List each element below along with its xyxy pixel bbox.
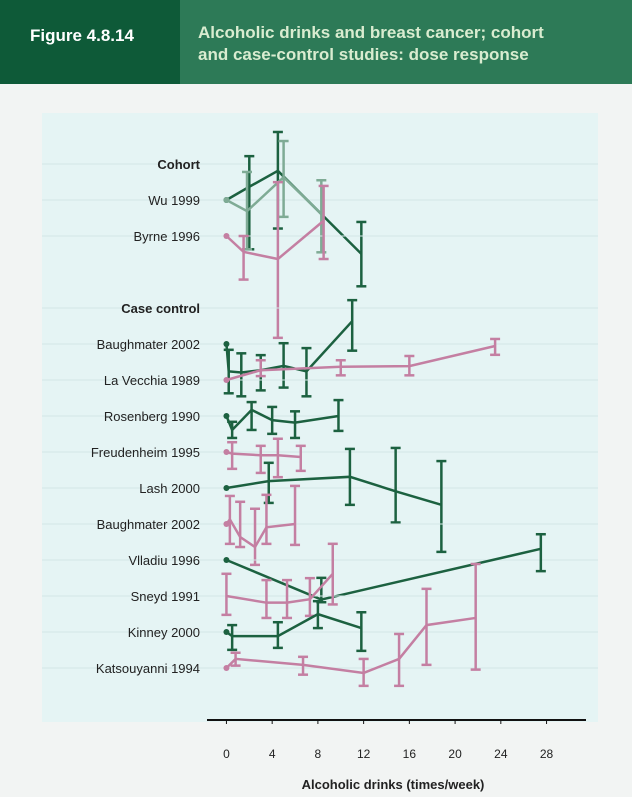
error-bar bbox=[335, 359, 346, 377]
reference-point bbox=[223, 629, 230, 635]
group-label: Cohort bbox=[157, 157, 200, 172]
study-label: Wu 1999 bbox=[148, 193, 200, 208]
error-bar bbox=[267, 405, 278, 436]
error-bar bbox=[318, 184, 329, 261]
error-bar bbox=[224, 494, 235, 546]
x-tick-label: 28 bbox=[540, 747, 554, 761]
error-bar bbox=[535, 532, 546, 573]
x-tick-label: 4 bbox=[269, 747, 276, 761]
study-label: La Vecchia 1989 bbox=[104, 373, 200, 388]
group-label: Case control bbox=[121, 301, 200, 316]
reference-point bbox=[223, 377, 230, 383]
x-axis-title: Alcoholic drinks (times/week) bbox=[302, 777, 485, 792]
reference-point bbox=[223, 557, 230, 563]
error-bar bbox=[436, 459, 447, 554]
plot-area bbox=[42, 113, 598, 722]
error-bar bbox=[272, 437, 283, 479]
study-label: Kinney 2000 bbox=[128, 625, 200, 640]
reference-point bbox=[223, 485, 230, 491]
reference-point bbox=[223, 341, 230, 347]
error-bar bbox=[298, 655, 309, 676]
error-bar bbox=[235, 500, 246, 549]
error-bar bbox=[356, 611, 367, 653]
dose-line bbox=[225, 175, 323, 215]
study-label: Freudenheim 1995 bbox=[91, 445, 200, 460]
figure-label: Figure 4.8.14 bbox=[30, 26, 134, 45]
error-bar bbox=[290, 410, 301, 440]
reference-point bbox=[223, 197, 230, 203]
study-label: Baughmater 2002 bbox=[97, 517, 200, 532]
error-bar bbox=[490, 337, 501, 357]
study-label: Vlladiu 1996 bbox=[128, 553, 200, 568]
error-bar bbox=[282, 578, 293, 620]
error-bar bbox=[227, 623, 238, 652]
x-tick-label: 12 bbox=[357, 747, 371, 761]
error-bar bbox=[347, 298, 358, 352]
error-bar bbox=[470, 562, 481, 671]
study-label: Sneyd 1991 bbox=[131, 589, 200, 604]
reference-point bbox=[223, 233, 230, 239]
reference-point bbox=[223, 413, 230, 419]
error-bar bbox=[261, 578, 272, 620]
title-box bbox=[180, 0, 632, 84]
study-label: Byrne 1996 bbox=[134, 229, 201, 244]
error-bar bbox=[301, 346, 312, 398]
reference-point bbox=[223, 665, 230, 671]
error-bar bbox=[278, 139, 289, 219]
error-bar bbox=[227, 440, 238, 471]
x-tick-label: 16 bbox=[403, 747, 417, 761]
study-label: Katsouyanni 1994 bbox=[96, 661, 200, 676]
error-bar bbox=[358, 657, 369, 688]
study-label: Lash 2000 bbox=[139, 481, 200, 496]
error-bar bbox=[272, 620, 283, 650]
figure-label-box bbox=[0, 0, 180, 84]
error-bar bbox=[333, 398, 344, 433]
error-bar bbox=[238, 234, 249, 281]
reference-point bbox=[223, 521, 230, 527]
reference-point bbox=[223, 449, 230, 455]
error-bar bbox=[221, 572, 232, 617]
error-bar bbox=[421, 587, 432, 667]
error-bar bbox=[255, 359, 266, 378]
error-bar bbox=[312, 599, 323, 630]
chart-title: Alcoholic drinks and breast cancer; coho… bbox=[198, 23, 544, 64]
dose-line bbox=[225, 219, 325, 261]
error-bar bbox=[404, 354, 415, 377]
error-bar bbox=[390, 446, 401, 524]
error-bar bbox=[230, 651, 241, 667]
error-bar bbox=[290, 484, 301, 547]
error-bar bbox=[356, 220, 367, 288]
error-bar bbox=[246, 400, 257, 432]
x-tick-label: 8 bbox=[315, 747, 322, 761]
error-bar bbox=[272, 180, 283, 340]
error-bar bbox=[327, 542, 338, 606]
x-tick-label: 24 bbox=[494, 747, 508, 761]
error-bar bbox=[295, 444, 306, 473]
error-bar bbox=[227, 420, 238, 440]
study-label: Rosenberg 1990 bbox=[104, 409, 200, 424]
error-bar bbox=[261, 493, 272, 546]
study-label: Baughmater 2002 bbox=[97, 337, 200, 352]
error-bar bbox=[394, 632, 405, 688]
error-bar bbox=[250, 507, 261, 567]
error-bar bbox=[344, 447, 355, 507]
error-bar bbox=[223, 348, 234, 395]
x-tick-label: 0 bbox=[223, 747, 230, 761]
x-tick-label: 20 bbox=[448, 747, 462, 761]
error-bar bbox=[255, 444, 266, 475]
